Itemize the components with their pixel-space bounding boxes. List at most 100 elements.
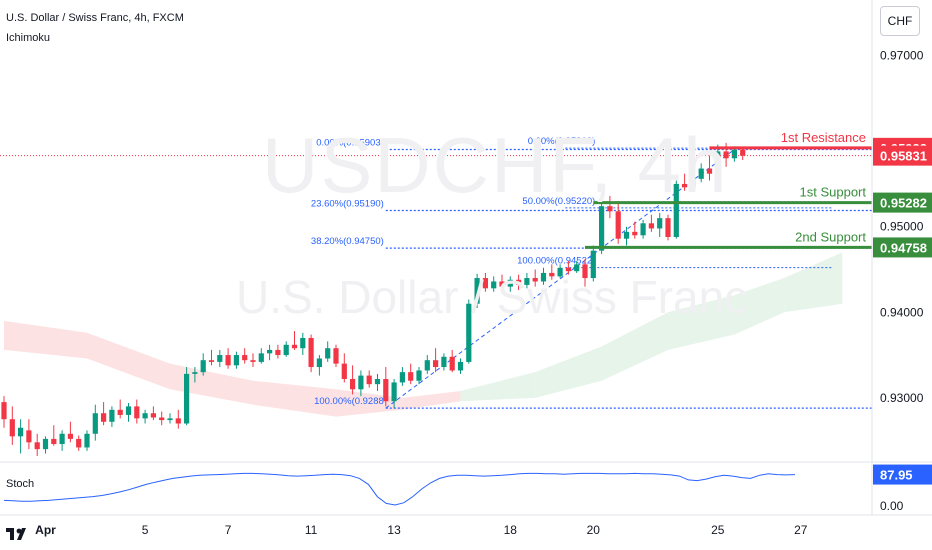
candle-body xyxy=(582,264,588,279)
fib-right-label: 0.00%(0.95919) xyxy=(528,136,596,147)
candle-body xyxy=(18,427,24,437)
candle-body xyxy=(723,151,729,159)
fib-right-label: 100.00%(0.94522) xyxy=(517,256,595,267)
candle-body xyxy=(341,363,347,380)
watermark-name: U.S. Dollar / Swiss Franc xyxy=(236,271,748,323)
candle-body xyxy=(109,409,115,422)
price-tag xyxy=(873,237,932,258)
candle-body xyxy=(184,373,190,424)
candle-body xyxy=(499,281,505,287)
candle-body xyxy=(648,223,654,229)
symbol-title: U.S. Dollar / Swiss Franc, 4h, FXCM xyxy=(6,12,184,24)
candle-body xyxy=(325,348,331,359)
candle-body xyxy=(441,356,447,368)
candle-body xyxy=(316,358,322,368)
candle-body xyxy=(507,279,513,287)
candle-body xyxy=(192,372,198,374)
candle-body xyxy=(67,433,73,439)
level-label: 1st Support xyxy=(800,185,867,200)
stoch-value-label: 87.95 xyxy=(880,468,913,483)
candle-body xyxy=(549,272,555,277)
candle-body xyxy=(358,375,364,390)
candle-body xyxy=(408,372,414,381)
candle-body xyxy=(574,264,580,272)
candle-body xyxy=(267,349,273,354)
candle-body xyxy=(250,360,256,362)
candle-body xyxy=(399,372,405,383)
candle-body xyxy=(599,206,605,251)
candle-body xyxy=(9,419,15,437)
candle-body xyxy=(125,406,132,415)
candle-body xyxy=(391,382,397,402)
indicator-label[interactable]: Ichimoku xyxy=(6,32,51,44)
cloud-segment xyxy=(460,372,536,402)
candle-body xyxy=(383,379,389,402)
price-tick-label: 0.97000 xyxy=(880,49,924,63)
stoch-pane: Stoch 87.95 0.00 xyxy=(0,461,932,516)
candle-body xyxy=(682,183,688,188)
cloud-segment xyxy=(784,252,843,313)
candle-body xyxy=(449,356,455,371)
candle-body xyxy=(167,418,173,421)
time-tick-label: 7 xyxy=(225,523,232,537)
time-tick-label: 20 xyxy=(587,523,601,537)
candle-body xyxy=(59,433,65,445)
candle-body xyxy=(565,267,571,272)
level-label: 1st Resistance xyxy=(781,130,866,145)
candle-body xyxy=(590,250,596,279)
candle-body xyxy=(615,211,621,239)
candle-body xyxy=(491,281,497,289)
watermark-ticker: USDCHF, 4h xyxy=(262,121,729,209)
candle-body xyxy=(374,379,381,385)
candles xyxy=(1,142,746,457)
candle-body xyxy=(532,278,538,282)
candle-body xyxy=(690,178,696,188)
cloud-segment xyxy=(601,312,668,381)
cloud-segment xyxy=(170,363,253,405)
cloud-segment xyxy=(734,278,785,335)
candle-body xyxy=(134,406,140,419)
candle-body xyxy=(1,402,7,420)
time-tick-label: 27 xyxy=(794,523,808,537)
candle-body xyxy=(715,151,721,174)
candle-body xyxy=(142,413,148,419)
price-tag-label: 0.95831 xyxy=(880,149,927,164)
candle-body xyxy=(34,442,40,450)
candle-body xyxy=(217,355,223,362)
candle-body xyxy=(225,355,231,366)
candle-body xyxy=(291,344,298,349)
candle-body xyxy=(51,438,57,445)
price-tag-label: 0.95282 xyxy=(880,196,927,211)
candle-body xyxy=(433,360,439,368)
candle-body xyxy=(258,353,264,362)
currency-button[interactable]: CHF xyxy=(880,6,920,36)
candle-body xyxy=(366,375,372,385)
candle-body xyxy=(540,272,547,282)
candle-body xyxy=(233,355,239,366)
candle-body xyxy=(607,206,613,212)
candle-body xyxy=(466,303,472,362)
time-tick-label: 18 xyxy=(504,523,518,537)
candle-body xyxy=(300,337,306,349)
time-tick-label: Apr xyxy=(35,523,56,537)
candle-body xyxy=(657,218,663,229)
price-tick-label: 0.95000 xyxy=(880,220,924,234)
candle-body xyxy=(665,218,671,237)
cloud-segment xyxy=(253,380,336,417)
fib-left-label: 100.00%(0.9288 xyxy=(314,396,384,407)
candle-body xyxy=(275,349,281,356)
candle-body xyxy=(416,370,422,381)
candle-body xyxy=(26,430,32,443)
candle-body xyxy=(92,413,98,434)
candle-body xyxy=(524,278,530,285)
cloud-segment xyxy=(4,320,87,359)
stoch-tick-label: 0.00 xyxy=(880,499,904,513)
candle-body xyxy=(208,360,215,362)
time-tick-label: 5 xyxy=(142,523,149,537)
candle-body xyxy=(350,379,356,390)
price-tag xyxy=(873,145,932,166)
candle-body xyxy=(706,168,713,174)
price-axis: 0.930000.940000.950000.970000.959220.952… xyxy=(871,0,932,515)
candle-body xyxy=(457,361,464,371)
